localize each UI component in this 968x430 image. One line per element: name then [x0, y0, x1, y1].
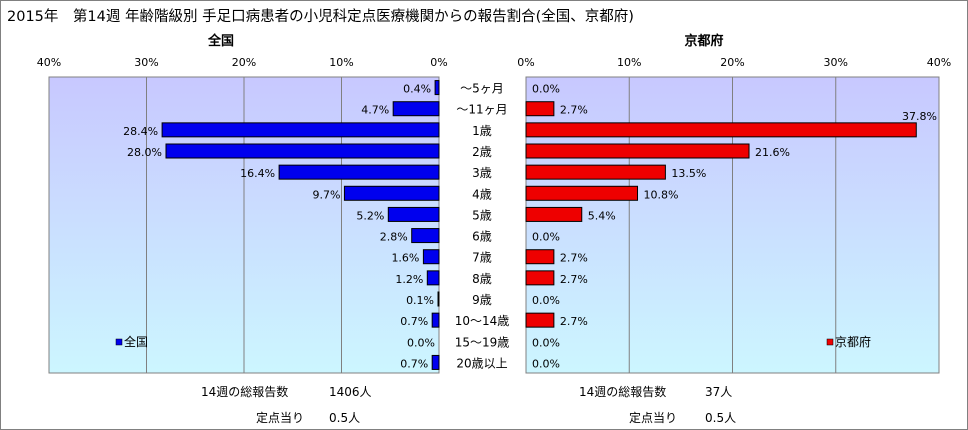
national-value-label: 4.7% — [361, 104, 389, 117]
kyoto-bar — [525, 143, 750, 159]
national-per-label: 定点当り — [256, 410, 304, 425]
national-value-label: 0.1% — [406, 294, 434, 307]
national-bar — [437, 291, 440, 307]
national-bar — [387, 206, 440, 222]
national-value-label: 0.4% — [403, 83, 431, 96]
kyoto-tick-label: 10% — [617, 56, 641, 69]
category-label: 1歳 — [472, 124, 492, 138]
kyoto-value-label: 0.0% — [532, 231, 560, 244]
kyoto-bar — [525, 270, 555, 286]
kyoto-value-label: 2.7% — [560, 252, 588, 265]
kyoto-bar — [525, 249, 555, 265]
kyoto-bar — [525, 312, 555, 328]
national-bar — [431, 312, 440, 328]
kyoto-value-label: 0.0% — [532, 357, 560, 370]
national-tick-label: 20% — [232, 56, 256, 69]
kyoto-value-label: 0.0% — [532, 294, 560, 307]
category-label: ～5ヶ月 — [460, 82, 504, 96]
kyoto-value-label: 0.0% — [532, 83, 560, 96]
category-label: 7歳 — [472, 251, 492, 265]
national-value-label: 16.4% — [240, 167, 275, 180]
kyoto-value-label: 13.5% — [671, 167, 706, 180]
national-bar — [278, 164, 440, 180]
national-total-label: 14週の総報告数 — [201, 384, 288, 399]
national-bar — [431, 354, 440, 370]
national-bar — [434, 80, 440, 96]
category-label: 15～19歳 — [455, 335, 510, 349]
national-value-label: 1.6% — [391, 252, 419, 265]
kyoto-per-value: 0.5人 — [705, 411, 736, 425]
national-legend-swatch — [115, 338, 123, 346]
national-value-label: 0.0% — [407, 336, 435, 349]
national-value-label: 2.8% — [380, 231, 408, 244]
national-tick-label: 10% — [329, 56, 353, 69]
kyoto-bar — [525, 185, 639, 201]
category-label: 2歳 — [472, 145, 492, 159]
kyoto-value-label: 37.8% — [902, 110, 937, 123]
kyoto-bar — [525, 101, 555, 117]
national-value-label: 0.7% — [400, 315, 428, 328]
kyoto-total-value: 37人 — [705, 385, 732, 399]
category-label: 5歳 — [472, 208, 492, 222]
kyoto-bar — [525, 206, 583, 222]
national-value-label: 28.4% — [123, 125, 158, 138]
category-label: 6歳 — [472, 230, 492, 244]
kyoto-value-label: 2.7% — [560, 104, 588, 117]
kyoto-total-label: 14週の総報告数 — [579, 384, 666, 399]
national-value-label: 5.2% — [356, 209, 384, 222]
category-label: 4歳 — [472, 187, 492, 201]
kyoto-value-label: 2.7% — [560, 315, 588, 328]
kyoto-value-label: 2.7% — [560, 273, 588, 286]
national-panel-title: 全国 — [207, 33, 234, 49]
national-value-label: 9.7% — [312, 188, 340, 201]
kyoto-bar — [525, 122, 917, 138]
national-value-label: 1.2% — [395, 273, 423, 286]
category-label: 10～14歳 — [455, 314, 510, 328]
national-total-value: 1406人 — [329, 385, 372, 399]
kyoto-per-label: 定点当り — [629, 410, 677, 425]
kyoto-legend-label: 京都府 — [835, 334, 871, 349]
national-value-label: 0.7% — [400, 357, 428, 370]
national-tick-label: 40% — [37, 56, 61, 69]
national-value-label: 28.0% — [127, 146, 162, 159]
kyoto-value-label: 21.6% — [755, 146, 790, 159]
category-label: 3歳 — [472, 166, 492, 180]
category-label: ～11ヶ月 — [456, 103, 507, 117]
national-bar — [392, 101, 440, 117]
national-bar — [161, 122, 440, 138]
kyoto-value-label: 0.0% — [532, 336, 560, 349]
national-bar — [343, 185, 440, 201]
category-label: 20歳以上 — [456, 356, 507, 370]
category-label: 8歳 — [472, 272, 492, 286]
kyoto-tick-label: 40% — [927, 56, 951, 69]
kyoto-tick-label: 20% — [720, 56, 744, 69]
national-legend-label: 全国 — [124, 334, 148, 349]
national-bar — [165, 143, 440, 159]
national-per-value: 0.5人 — [329, 411, 360, 425]
national-bar — [426, 270, 440, 286]
kyoto-panel-title: 京都府 — [684, 33, 723, 49]
national-tick-label: 0% — [430, 56, 447, 69]
kyoto-value-label: 10.8% — [644, 188, 679, 201]
chart-title: 2015年 第14週 年齢階級別 手足口病患者の小児科定点医療機関からの報告割合… — [7, 7, 634, 25]
kyoto-tick-label: 30% — [824, 56, 848, 69]
category-label: 9歳 — [472, 293, 492, 307]
kyoto-tick-label: 0% — [517, 56, 534, 69]
national-tick-label: 30% — [134, 56, 158, 69]
kyoto-bar — [525, 164, 666, 180]
kyoto-value-label: 5.4% — [588, 209, 616, 222]
national-bar — [411, 228, 440, 244]
national-bar — [422, 249, 440, 265]
kyoto-legend-swatch — [826, 338, 834, 346]
